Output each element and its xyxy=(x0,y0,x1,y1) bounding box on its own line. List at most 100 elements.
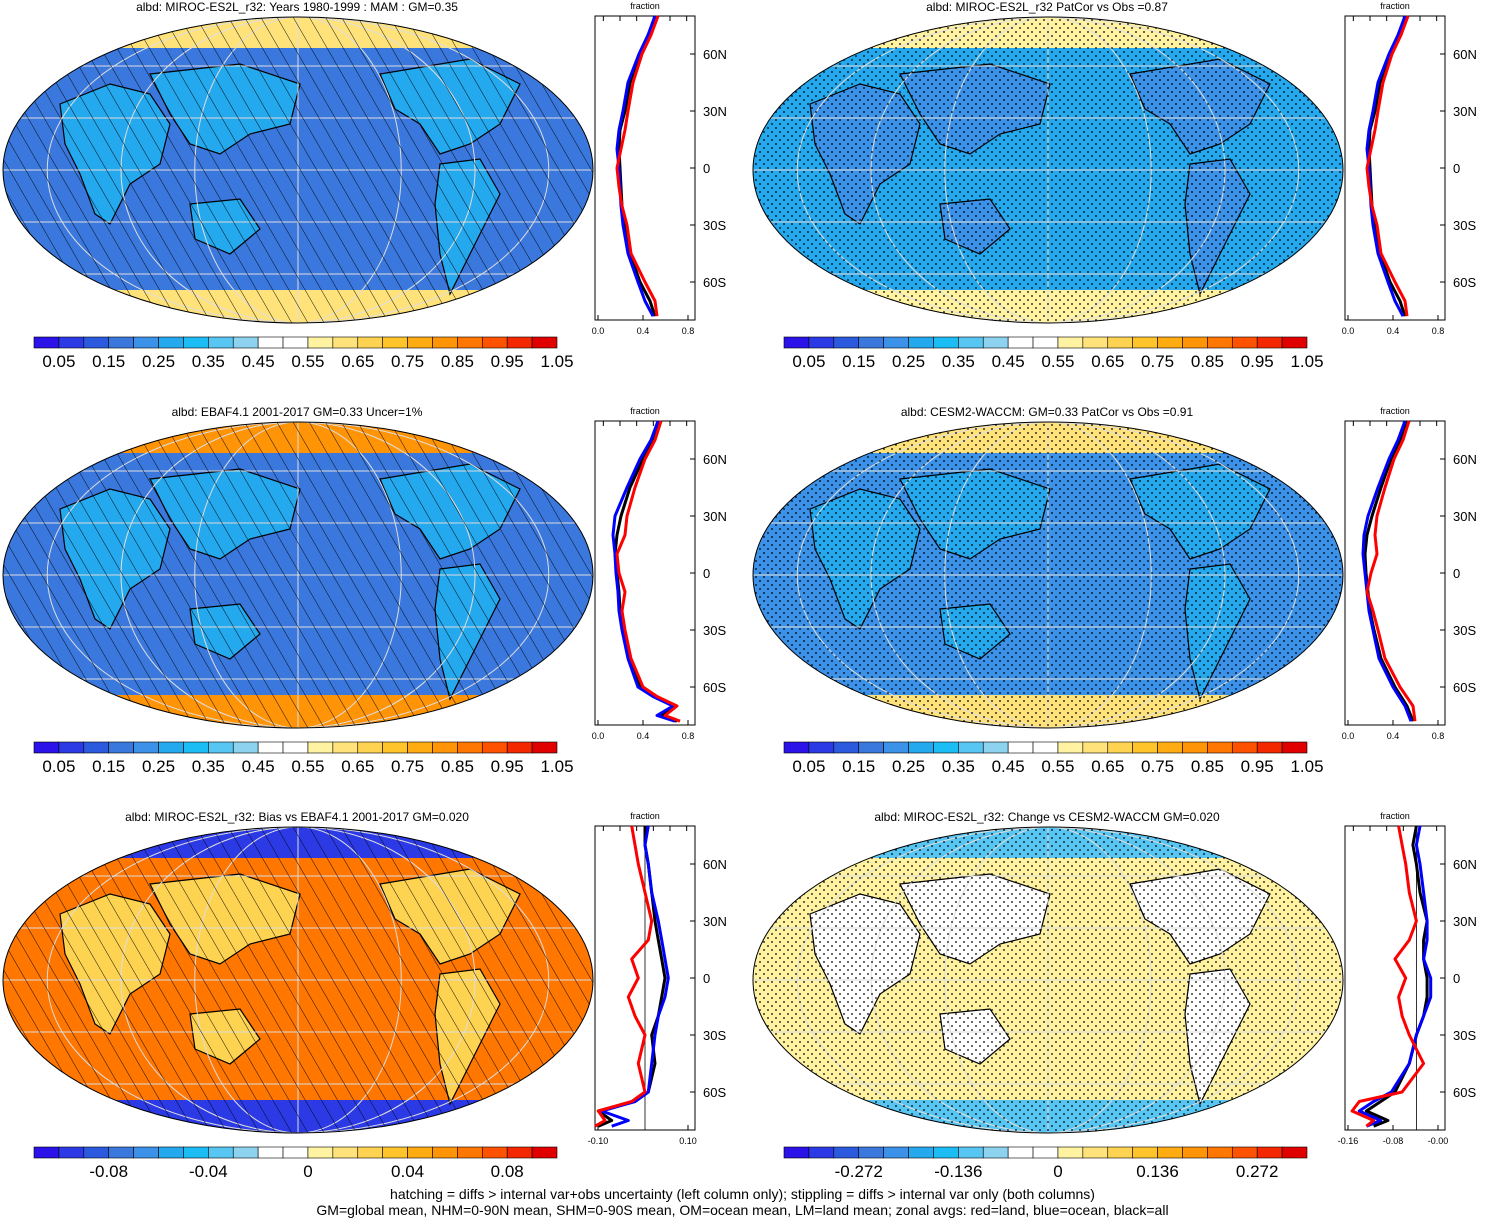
zonal-x-tick-label: 0.10 xyxy=(679,1136,697,1146)
colorbar-cell xyxy=(1032,741,1059,754)
zonal-lat-label: 60N xyxy=(1453,47,1477,62)
colorbar-label: 0.45 xyxy=(242,352,275,371)
colorbar-cell xyxy=(457,336,483,349)
colorbar-cell xyxy=(1082,741,1109,754)
zonal-series-ocean xyxy=(1357,825,1433,1128)
map-title: albd: MIROC-ES2L_r32 PatCor vs Obs =0.87 xyxy=(926,0,1168,14)
colorbar-cell xyxy=(1057,741,1084,754)
colorbar-cell xyxy=(1057,336,1084,349)
colorbar-label: 0.75 xyxy=(1141,757,1174,776)
colorbar-label: 0.04 xyxy=(391,1162,424,1181)
zonal-lat-label: 30N xyxy=(703,914,727,929)
colorbar-cell xyxy=(1157,741,1183,754)
zonal-lat-label: 60N xyxy=(703,452,727,467)
zonal-series-all xyxy=(596,826,667,1128)
zonal-x-tick-label: 0.4 xyxy=(637,731,650,741)
colorbar-cell xyxy=(1207,1146,1233,1159)
zonal-lat-label: 0 xyxy=(703,161,710,176)
colorbar-cell xyxy=(232,336,259,349)
colorbar-label: 0.136 xyxy=(1136,1162,1179,1181)
map-border xyxy=(752,826,1344,1134)
colorbar-cell xyxy=(1256,336,1283,349)
colorbar-cell xyxy=(357,741,383,754)
zonal-x-tick-label: 0.8 xyxy=(682,326,695,336)
zonal-frame xyxy=(594,420,696,726)
colorbar-label: 0.75 xyxy=(391,757,424,776)
zonal-lat-label: 60N xyxy=(1453,452,1477,467)
zonal-xlabel: fraction xyxy=(1380,406,1410,416)
zonal-x-tick-label: 0.8 xyxy=(1432,731,1445,741)
colorbar-cell xyxy=(282,1146,309,1159)
colorbar-cell xyxy=(108,741,134,754)
colorbar-cell xyxy=(257,741,284,754)
zonal-series-land xyxy=(1365,15,1410,317)
zonal-mean-plot: fraction 0.0 0.4 0.8 60N 30N 0 30S 60S xyxy=(592,406,727,741)
zonal-lat-label: 0 xyxy=(1453,971,1460,986)
zonal-series-land xyxy=(615,420,681,723)
colorbar-label: 0.95 xyxy=(491,757,524,776)
colorbar-cell xyxy=(958,336,984,349)
panel-6: albd: MIROC-ES2L_r32: Change vs CESM2-WA… xyxy=(750,810,1485,1210)
panel-4: albd: CESM2-WACCM: GM=0.33 PatCor vs Obs… xyxy=(750,405,1485,805)
zonal-lat-label: 60N xyxy=(703,47,727,62)
colorbar-cell xyxy=(1107,741,1133,754)
zonal-lat-label: 60S xyxy=(703,1085,726,1100)
world-map xyxy=(752,421,1344,729)
hatching-overlay xyxy=(3,422,593,728)
zonal-lat-label: 30N xyxy=(1453,914,1477,929)
colorbar: 0.05 0.15 0.25 0.35 0.45 0.55 0.65 0.75 0.85 0.95… xyxy=(783,741,1324,776)
colorbar-cell xyxy=(506,1146,533,1159)
hatching-overlay xyxy=(3,827,593,1133)
stippling-overlay xyxy=(753,827,1343,1133)
zonal-xlabel: fraction xyxy=(630,1,660,11)
zonal-lat-label: 30S xyxy=(703,218,726,233)
colorbar-cell xyxy=(232,1146,259,1159)
colorbar-cell xyxy=(1231,741,1258,754)
panel-2: albd: MIROC-ES2L_r32 PatCor vs Obs =0.87… xyxy=(750,0,1485,400)
colorbar-cell xyxy=(958,1146,984,1159)
zonal-frame xyxy=(594,15,696,321)
colorbar-cell xyxy=(332,336,359,349)
colorbar-cell xyxy=(83,336,110,349)
colorbar-cell xyxy=(257,1146,284,1159)
colorbar-cell xyxy=(1281,336,1308,349)
colorbar-cell xyxy=(908,336,934,349)
colorbar-cell xyxy=(1182,1146,1208,1159)
colorbar-cell xyxy=(933,1146,959,1159)
colorbar-label: 0.65 xyxy=(341,757,374,776)
colorbar-cell xyxy=(208,741,234,754)
colorbar-cell xyxy=(208,336,234,349)
zonal-xlabel: fraction xyxy=(1380,811,1410,821)
colorbar: 0.05 0.15 0.25 0.35 0.45 0.55 0.65 0.75 0.85 0.95… xyxy=(33,741,574,776)
zonal-series-all xyxy=(1364,825,1429,1128)
colorbar-cell xyxy=(531,741,558,754)
colorbar-cell xyxy=(1231,336,1258,349)
zonal-mean-plot: fraction 0.0 0.4 0.8 60N 30N 0 30S 60S xyxy=(1342,1,1477,336)
colorbar-cell xyxy=(883,741,909,754)
map-border xyxy=(2,16,594,324)
colorbar-cell xyxy=(1107,336,1133,349)
colorbar-label: 0.05 xyxy=(42,352,75,371)
panel-5: albd: MIROC-ES2L_r32: Bias vs EBAF4.1 20… xyxy=(0,810,740,1210)
colorbar-cell xyxy=(1256,741,1283,754)
zonal-series-all xyxy=(613,420,678,723)
zonal-series-ocean xyxy=(615,15,657,317)
world-map xyxy=(752,826,1344,1134)
colorbar-label: 1.05 xyxy=(1290,352,1323,371)
map-border xyxy=(752,421,1344,729)
colorbar-cell xyxy=(232,741,259,754)
colorbar-label: 0.85 xyxy=(441,757,474,776)
colorbar-cell xyxy=(432,336,458,349)
colorbar-cell xyxy=(933,741,959,754)
colorbar-cell xyxy=(1057,1146,1084,1159)
colorbar-label: 0.35 xyxy=(192,352,225,371)
zonal-lat-label: 30N xyxy=(1453,104,1477,119)
colorbar-label: 0.05 xyxy=(792,352,825,371)
colorbar-cell xyxy=(783,1146,810,1159)
colorbar-label: 0.15 xyxy=(842,757,875,776)
colorbar-cell xyxy=(833,336,860,349)
colorbar-cell xyxy=(282,336,309,349)
map-border xyxy=(752,16,1344,324)
colorbar-cell xyxy=(33,1146,60,1159)
world-map xyxy=(752,16,1344,324)
